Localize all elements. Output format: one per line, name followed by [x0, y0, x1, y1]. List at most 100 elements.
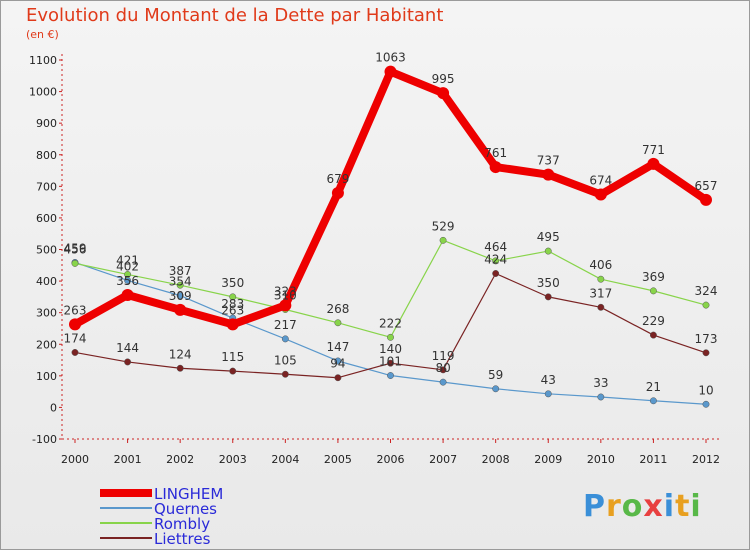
y-tick-label: 100	[36, 370, 57, 383]
data-label: 105	[274, 353, 297, 367]
data-label: 464	[484, 240, 507, 254]
y-tick-label: -100	[32, 433, 57, 446]
data-point	[331, 186, 344, 199]
data-label: 263	[221, 303, 244, 317]
data-label: 995	[432, 72, 455, 86]
data-label: 124	[169, 347, 192, 361]
y-tick-label: 500	[36, 244, 57, 257]
logo-letter: P	[583, 489, 606, 524]
legend-label-linghem: LINGHEM	[154, 485, 223, 503]
data-label: 310	[274, 289, 297, 303]
data-label: 324	[695, 284, 718, 298]
data-label: 737	[537, 154, 560, 168]
legend-label-quernes: Quernes	[154, 500, 217, 518]
data-point	[437, 87, 450, 100]
data-label: 174	[64, 331, 87, 345]
data-label: 173	[695, 332, 718, 346]
data-label: 657	[695, 179, 718, 193]
data-label: 424	[484, 253, 507, 267]
data-point	[649, 287, 657, 295]
data-label: 94	[330, 357, 345, 371]
logo-letter: t	[675, 489, 691, 524]
data-label: 10	[698, 383, 713, 397]
logo-letter: r	[606, 489, 622, 524]
data-point	[281, 335, 289, 343]
data-label: 317	[589, 286, 612, 300]
data-point	[176, 364, 184, 372]
logo-letter: x	[643, 489, 664, 524]
y-tick-label: 1000	[29, 86, 57, 99]
x-tick-label: 2011	[639, 453, 667, 466]
data-label: 323	[274, 284, 297, 298]
data-point	[489, 161, 502, 174]
data-label: 140	[379, 342, 402, 356]
data-point	[71, 259, 79, 267]
x-tick-label: 2009	[534, 453, 562, 466]
x-tick-label: 2004	[271, 453, 299, 466]
data-point	[226, 318, 239, 331]
data-label: 495	[537, 230, 560, 244]
data-label: 144	[116, 341, 139, 355]
data-label: 459	[64, 241, 87, 255]
y-tick-label: 300	[36, 307, 57, 320]
data-label: 115	[221, 350, 244, 364]
data-label: 354	[169, 275, 192, 289]
data-label: 283	[221, 297, 244, 311]
data-point	[649, 397, 657, 405]
data-point	[229, 293, 237, 301]
data-point	[597, 275, 605, 283]
data-label: 402	[116, 259, 139, 273]
data-label: 356	[116, 274, 139, 288]
x-tick-label: 2000	[61, 453, 89, 466]
data-label: 350	[221, 276, 244, 290]
data-point	[334, 357, 342, 365]
data-point	[542, 168, 555, 181]
y-tick-label: 1100	[29, 54, 57, 67]
y-tick-label: 200	[36, 338, 57, 351]
data-point	[279, 299, 292, 312]
data-label: 761	[484, 146, 507, 160]
x-tick-label: 2012	[692, 453, 720, 466]
data-label: 33	[593, 376, 608, 390]
data-point	[176, 292, 184, 300]
data-label: 222	[379, 316, 402, 330]
data-point	[544, 390, 552, 398]
data-point	[439, 378, 447, 386]
x-tick-label: 2006	[377, 453, 405, 466]
data-point	[702, 301, 710, 309]
y-tick-label: 700	[36, 180, 57, 193]
logo-letter: i	[690, 489, 702, 524]
data-label: 21	[646, 380, 661, 394]
legend-label-liettres: Liettres	[154, 530, 211, 548]
data-point	[492, 257, 500, 265]
data-label: 43	[541, 373, 556, 387]
x-tick-label: 2008	[482, 453, 510, 466]
data-point	[334, 374, 342, 382]
data-point	[384, 65, 397, 78]
data-label: 674	[589, 174, 612, 188]
data-label: 350	[537, 276, 560, 290]
data-point	[702, 349, 710, 357]
y-tick-label: 900	[36, 117, 57, 130]
y-tick-label: 600	[36, 212, 57, 225]
data-point	[124, 271, 132, 278]
data-label: 387	[169, 264, 192, 278]
data-point	[649, 331, 657, 339]
data-point	[121, 288, 134, 301]
data-point	[544, 293, 552, 301]
data-point	[492, 385, 500, 393]
x-tick-label: 2002	[166, 453, 194, 466]
data-label: 101	[379, 355, 402, 369]
proxiti-logo: Proxiti	[583, 489, 702, 524]
legend-label-rombly: Rombly	[154, 515, 210, 533]
data-point	[124, 358, 132, 366]
data-label: 679	[326, 172, 349, 186]
data-label: 369	[642, 270, 665, 284]
data-label: 406	[589, 258, 612, 272]
data-point	[387, 359, 394, 367]
data-label: 268	[326, 302, 349, 316]
data-label: 771	[642, 143, 665, 157]
data-label: 217	[274, 318, 297, 332]
data-point	[387, 372, 394, 379]
